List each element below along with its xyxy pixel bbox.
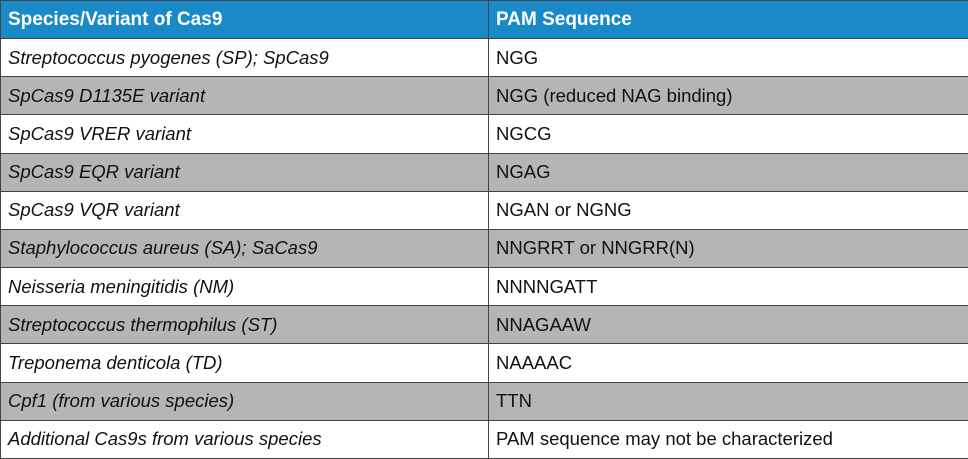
pam-cell: NNGRRT or NNGRR(N) (488, 228, 968, 269)
pam-cell: NGG (reduced NAG binding) (488, 76, 968, 116)
species-cell: Additional Cas9s from various species (0, 419, 489, 459)
table-row: SpCas9 VRER variant NGCG (0, 114, 968, 154)
pam-cell: TTN (488, 381, 968, 421)
header-species: Species/Variant of Cas9 (0, 0, 489, 39)
table-row: Additional Cas9s from various species PA… (0, 419, 968, 459)
species-cell: Cpf1 (from various species) (0, 381, 489, 421)
species-cell: Staphylococcus aureus (SA); SaCas9 (0, 228, 489, 269)
species-cell: SpCas9 D1135E variant (0, 76, 489, 116)
pam-cell: PAM sequence may not be characterized (488, 419, 968, 459)
species-cell: Streptococcus pyogenes (SP); SpCas9 (0, 37, 489, 78)
species-cell: Treponema denticola (TD) (0, 343, 489, 383)
table-row: Staphylococcus aureus (SA); SaCas9 NNGRR… (0, 228, 968, 269)
header-pam: PAM Sequence (488, 0, 968, 39)
pam-cell: NGAN or NGNG (488, 190, 968, 230)
table-row: SpCas9 D1135E variant NGG (reduced NAG b… (0, 76, 968, 116)
table-row: Neisseria meningitidis (NM) NNNNGATT (0, 267, 968, 307)
pam-cell: NNNNGATT (488, 267, 968, 307)
table-row: SpCas9 VQR variant NGAN or NGNG (0, 190, 968, 230)
pam-cell: NGG (488, 37, 968, 78)
species-cell: SpCas9 VQR variant (0, 190, 489, 230)
pam-cell: NGCG (488, 114, 968, 154)
pam-cell: NNAGAAW (488, 305, 968, 345)
table-row: Treponema denticola (TD) NAAAAC (0, 343, 968, 383)
table-row: SpCas9 EQR variant NGAG (0, 152, 968, 192)
species-cell: SpCas9 VRER variant (0, 114, 489, 154)
species-cell: SpCas9 EQR variant (0, 152, 489, 192)
table-row: Streptococcus thermophilus (ST) NNAGAAW (0, 305, 968, 345)
table-row: Cpf1 (from various species) TTN (0, 381, 968, 421)
header-row: Species/Variant of Cas9 PAM Sequence (0, 0, 968, 39)
species-cell: Streptococcus thermophilus (ST) (0, 305, 489, 345)
pam-cell: NGAG (488, 152, 968, 192)
species-cell: Neisseria meningitidis (NM) (0, 267, 489, 307)
table-row: Streptococcus pyogenes (SP); SpCas9 NGG (0, 37, 968, 78)
pam-cell: NAAAAC (488, 343, 968, 383)
